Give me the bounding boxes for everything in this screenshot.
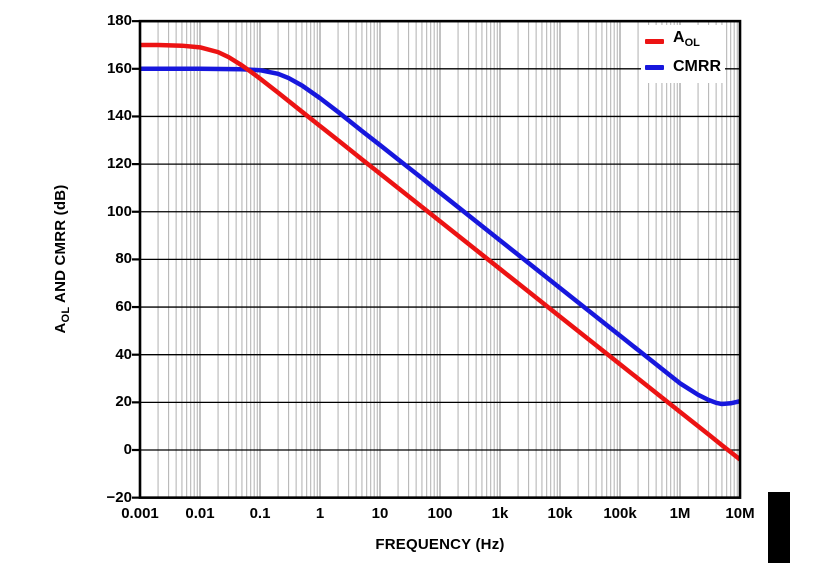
y-tick-label: 120 — [106, 155, 132, 173]
y-tick-label: 40 — [115, 345, 132, 363]
x-tick-label: 10k — [547, 505, 573, 522]
legend-entry-cmrr: CMRR — [645, 55, 721, 79]
x-tick-label: 1M — [669, 505, 691, 522]
x-tick-label: 1k — [491, 505, 509, 522]
x-tick-label: 0.001 — [121, 505, 159, 522]
y-axis-title: AOL AND CMRR (dB) — [52, 185, 72, 334]
y-axis-title-subscript: OL — [60, 306, 72, 323]
y-tick-label: 0 — [123, 441, 132, 458]
aol-line-swatch — [645, 38, 664, 44]
y-tick-label: 140 — [106, 107, 132, 125]
legend-entry-aol: AOL — [645, 29, 721, 53]
x-tick-label: 0.1 — [249, 505, 271, 522]
cmrr-curve — [140, 66, 740, 407]
x-tick-label: 1 — [315, 505, 325, 522]
y-tick-label: 100 — [106, 202, 132, 220]
x-tick-label: 0.01 — [185, 505, 215, 522]
x-tick-label: 10 — [371, 505, 389, 522]
x-tick-label: 100k — [603, 505, 637, 522]
y-axis-tick-marks — [132, 20, 139, 499]
legend: AOL CMRR — [641, 25, 725, 83]
plot-frame — [138, 19, 742, 499]
legend-label-aol: AOL — [673, 29, 700, 50]
x-tick-label: 10M — [725, 505, 755, 522]
y-tick-label: −20 — [106, 488, 132, 506]
y-tick-label: 180 — [106, 12, 132, 30]
cmrr-line-swatch — [645, 64, 664, 70]
legend-label-cmrr: CMRR — [673, 58, 721, 75]
aol-curve — [140, 42, 740, 462]
page-edge-marker — [768, 492, 790, 563]
y-tick-label: 80 — [115, 250, 132, 268]
major-gridlines — [140, 20, 740, 499]
y-axis-title-prefix: A — [52, 322, 69, 334]
y-tick-label: 60 — [115, 298, 132, 316]
y-tick-label: 160 — [106, 59, 132, 77]
y-tick-label: 20 — [115, 393, 132, 411]
x-tick-label: 100 — [427, 505, 453, 522]
x-axis-title: FREQUENCY (Hz) — [375, 536, 505, 553]
y-axis-title-rest: AND CMRR (dB) — [52, 184, 69, 307]
